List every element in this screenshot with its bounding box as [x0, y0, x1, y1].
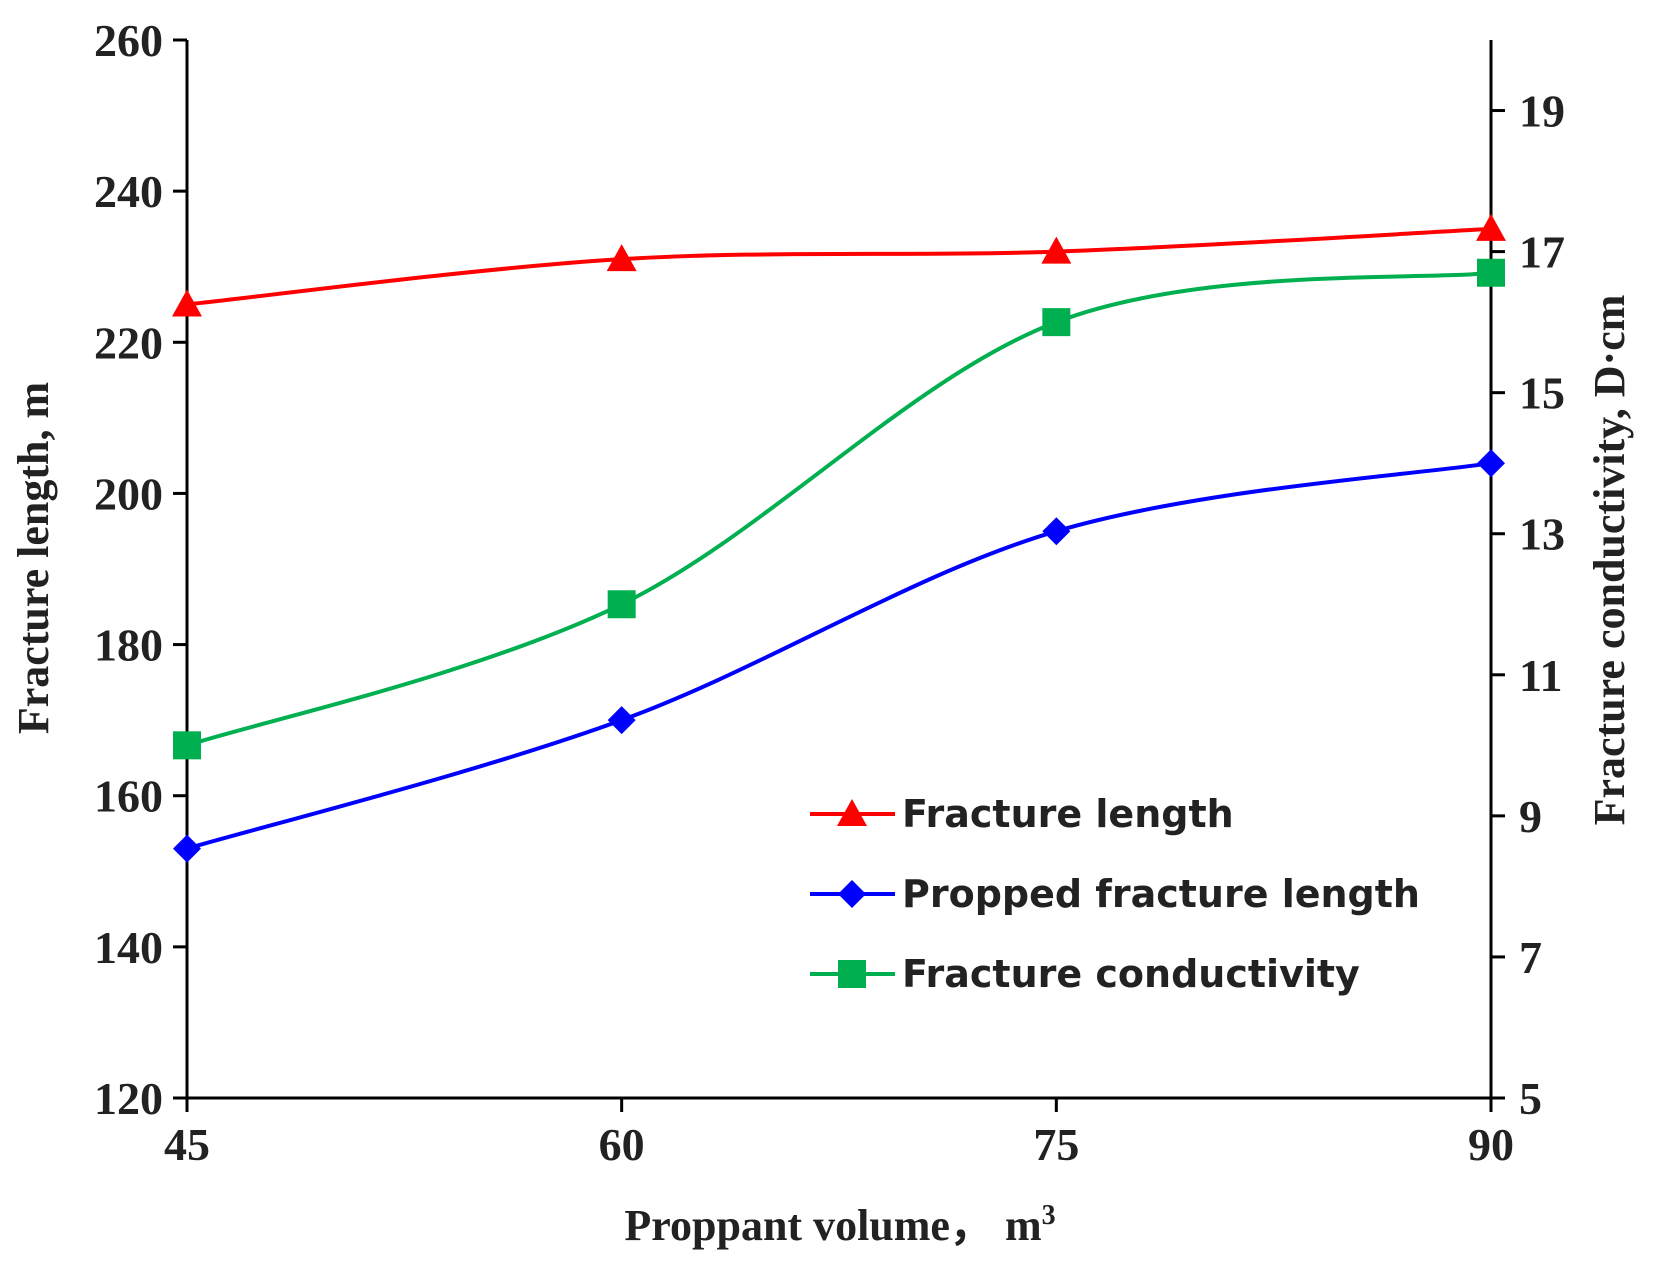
x-axis: 45 60 75 90 — [164, 1098, 1514, 1170]
data-point-propped-fracture-length — [1477, 449, 1505, 478]
series-line-propped-fracture-length — [186, 461, 1492, 851]
left-tick-label: 200 — [94, 468, 163, 519]
legend: Fracture length Propped fracture length Fr… — [810, 792, 1420, 996]
legend-marker — [838, 960, 866, 988]
right-tick-label: 19 — [1519, 86, 1565, 137]
legend-marker — [838, 880, 866, 908]
legend-item-propped-fracture-length: Propped fracture length — [810, 872, 1420, 916]
right-axis: 5 7 9 11 13 15 17 19 — [1491, 86, 1565, 1124]
right-tick-label: 9 — [1519, 791, 1542, 842]
left-tick-label: 140 — [94, 922, 163, 973]
x-tick-label: 90 — [1468, 1119, 1514, 1170]
data-point-propped-fracture-length — [607, 706, 636, 735]
series-layer — [172, 213, 1506, 863]
series-line-fracture-length — [186, 226, 1492, 307]
right-tick-label: 13 — [1519, 509, 1565, 560]
left-tick-label: 120 — [94, 1073, 163, 1124]
data-point-fracture-conductivity — [1477, 258, 1505, 287]
legend-item-fracture-length: Fracture length — [810, 792, 1234, 836]
data-point-fracture-length — [606, 244, 637, 272]
right-tick-label: 17 — [1519, 227, 1565, 278]
data-point-fracture-length — [1476, 213, 1506, 241]
left-tick-label: 180 — [94, 620, 163, 671]
right-tick-label: 5 — [1519, 1073, 1542, 1124]
data-point-propped-fracture-length — [173, 834, 201, 863]
x-axis-title: Proppant volume， m3 — [624, 1200, 1055, 1250]
legend-label: Fracture conductivity — [902, 952, 1360, 996]
legend-label: Fracture length — [902, 792, 1234, 836]
left-tick-label: 240 — [94, 166, 163, 217]
left-tick-label: 260 — [94, 15, 163, 66]
right-tick-label: 7 — [1519, 932, 1542, 983]
right-axis-title: Fracture conductivity, D·cm — [1585, 295, 1634, 826]
data-point-propped-fracture-length — [1042, 517, 1071, 546]
data-point-fracture-length — [1041, 236, 1072, 264]
x-tick-label: 75 — [1033, 1119, 1079, 1170]
legend-item-fracture-conductivity: Fracture conductivity — [810, 952, 1360, 996]
data-point-fracture-conductivity — [607, 590, 636, 619]
legend-label: Propped fracture length — [902, 872, 1420, 916]
data-point-fracture-length — [172, 289, 202, 317]
data-point-fracture-conductivity — [173, 731, 201, 760]
series-fracture-length — [172, 213, 1506, 317]
left-axis: 120 140 160 180 200 220 240 260 — [94, 15, 187, 1124]
data-point-fracture-conductivity — [1042, 308, 1071, 337]
series-line-fracture-conductivity — [186, 270, 1492, 748]
right-tick-label: 15 — [1519, 368, 1565, 419]
x-tick-label: 45 — [164, 1119, 210, 1170]
series-propped-fracture-length — [173, 449, 1505, 863]
legend-marker — [837, 799, 867, 826]
left-tick-label: 220 — [94, 317, 163, 368]
x-tick-label: 60 — [599, 1119, 645, 1170]
right-tick-label: 11 — [1519, 650, 1562, 701]
series-fracture-conductivity — [173, 258, 1505, 760]
left-tick-label: 160 — [94, 771, 163, 822]
left-axis-title: Fracture length, m — [9, 382, 58, 734]
